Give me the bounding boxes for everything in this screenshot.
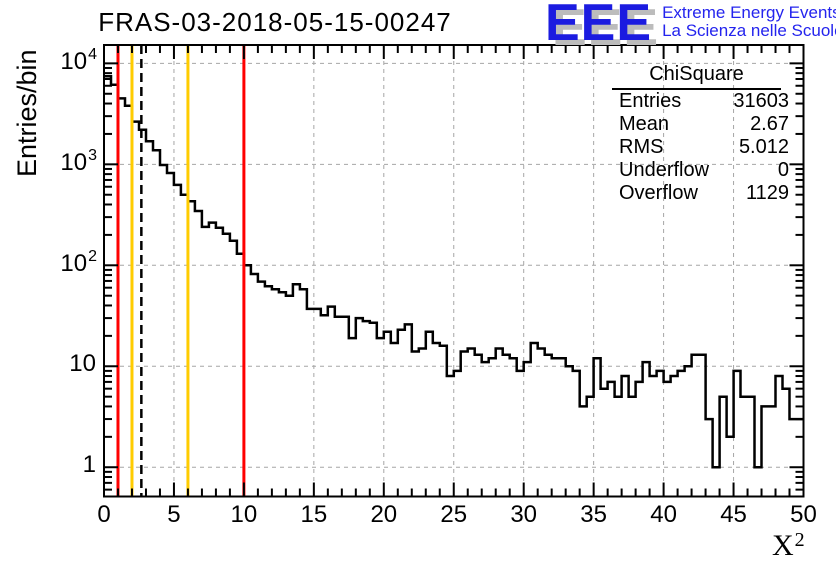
y-tick-label-1000: 103 — [60, 147, 97, 177]
stats-row-rms: RMS 5.012 — [612, 136, 789, 159]
stats-value: 5.012 — [738, 136, 789, 158]
y-tick-label-100: 102 — [60, 248, 97, 278]
y-tick-label-10000: 104 — [60, 46, 97, 76]
y-tick-label-1: 1 — [82, 451, 96, 479]
x-tick-label-15: 15 — [300, 501, 328, 528]
stats-label: Mean — [619, 113, 670, 135]
stats-box-title: ChiSquare — [612, 63, 781, 90]
eee-logo-line2: La Scienza nelle Scuole — [662, 21, 836, 40]
x-tick-label-0: 0 — [97, 501, 111, 528]
eee-logo-letters: EEE — [545, 0, 653, 52]
stats-row-underflow: Underflow 0 — [612, 159, 789, 182]
stats-value: 31603 — [733, 90, 789, 112]
stats-value: 0 — [777, 159, 789, 181]
x-tick-label-5: 5 — [167, 501, 181, 528]
x-tick-label-50: 50 — [790, 501, 817, 528]
stats-row-overflow: Overflow 1129 — [612, 182, 789, 205]
stats-row-mean: Mean 2.67 — [612, 113, 789, 136]
page-title: FRAS-03-2018-05-15-00247 — [98, 7, 452, 37]
eee-logo-text: Extreme Energy Events La Scienza nelle S… — [662, 4, 836, 40]
stats-row-entries: Entries 31603 — [612, 90, 789, 113]
x-tick-label-40: 40 — [650, 501, 677, 528]
stats-label: RMS — [619, 136, 664, 158]
stats-box: ChiSquare Entries 31603 Mean 2.67 RMS 5.… — [612, 63, 789, 205]
x-axis-title-base: X — [772, 529, 794, 562]
stats-value: 1129 — [745, 182, 789, 204]
histogram-line — [104, 75, 804, 469]
x-tick-label-25: 25 — [440, 501, 468, 528]
x-tick-label-20: 20 — [370, 501, 398, 528]
stats-label: Entries — [619, 90, 682, 112]
x-axis-title-exponent: 2 — [794, 529, 805, 551]
eee-logo: EEE Extreme Energy Events La Scienza nel… — [545, 0, 836, 52]
stats-value: 2.67 — [750, 113, 789, 135]
stats-label: Overflow — [619, 182, 698, 204]
stats-label: Underflow — [619, 159, 710, 181]
x-tick-label-35: 35 — [580, 501, 607, 528]
x-tick-label-30: 30 — [510, 501, 538, 528]
y-tick-label-10: 10 — [69, 350, 96, 378]
eee-logo-line1: Extreme Energy Events — [662, 3, 836, 22]
x-tick-label-10: 10 — [230, 501, 258, 528]
x-tick-label-45: 45 — [720, 501, 747, 528]
x-axis-title: X2 — [772, 527, 805, 563]
